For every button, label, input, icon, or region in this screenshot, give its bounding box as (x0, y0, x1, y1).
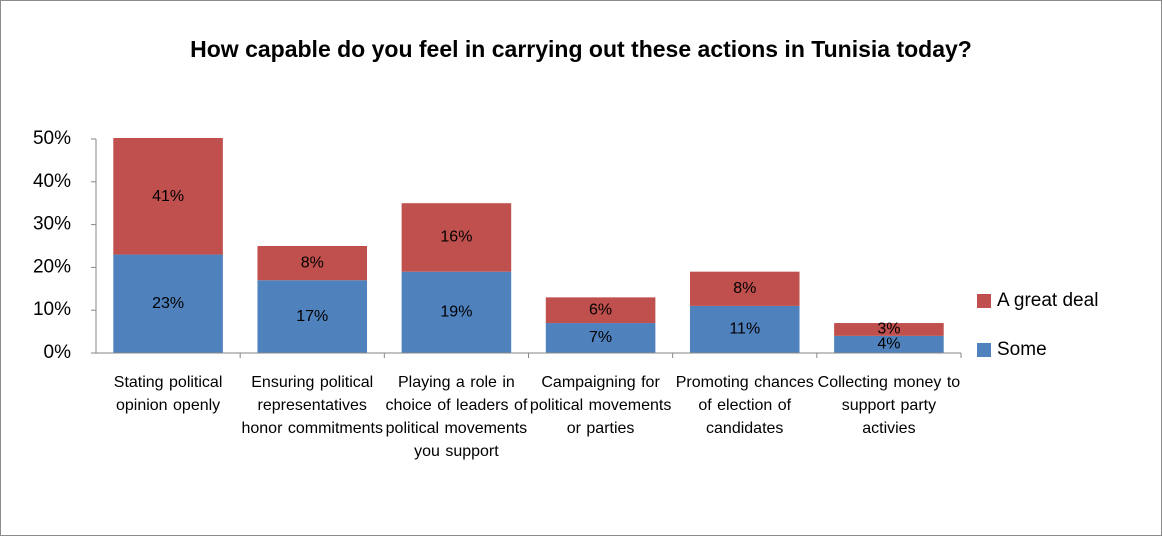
y-tick-label: 0% (44, 342, 72, 363)
bar-segment (545, 297, 656, 324)
x-tick-label: Playing a role in choice of leaders of p… (385, 374, 528, 460)
bar-segment (257, 246, 368, 281)
data-label: 17% (296, 308, 328, 325)
y-tick-label: 40% (33, 171, 71, 192)
legend-swatch (977, 294, 991, 308)
bar-segment (689, 305, 800, 353)
data-label: 41% (152, 188, 184, 205)
data-label: 23% (152, 295, 184, 312)
x-tick-label: Campaigning for political movements or p… (529, 374, 672, 437)
bar-segment (834, 335, 944, 353)
data-label: 19% (440, 304, 472, 321)
data-label: 8% (733, 280, 756, 297)
bar-segment (113, 254, 223, 353)
x-tick-label: Collecting money to support party activi… (817, 374, 961, 437)
data-label: 4% (877, 336, 900, 353)
y-tick-label: 30% (33, 214, 71, 235)
x-tick-label: Stating political opinion openly (113, 374, 223, 414)
data-label: 3% (877, 321, 900, 338)
legend-label: Some (997, 339, 1047, 360)
y-tick-label: 10% (33, 299, 71, 320)
bar-segment (113, 138, 223, 255)
bar-segment (401, 271, 512, 353)
data-label: 8% (301, 254, 324, 271)
bar-segment (257, 280, 368, 353)
bar-segment (401, 203, 512, 272)
x-tick-label: Promoting chances of election of candida… (675, 374, 814, 437)
legend-label: A great deal (997, 290, 1098, 311)
data-label: 6% (589, 301, 612, 318)
data-label: 11% (729, 321, 760, 338)
bar-segment (834, 323, 944, 336)
plot-area (113, 138, 944, 353)
y-tick-label: 20% (33, 256, 71, 277)
x-tick-label: Ensuring political representatives honor… (241, 374, 383, 437)
chart-title: How capable do you feel in carrying out … (190, 36, 972, 62)
bar-segment (545, 323, 656, 353)
y-tick-label: 50% (33, 128, 71, 149)
legend-swatch (977, 343, 991, 357)
data-label: 16% (440, 229, 472, 246)
bar-segment (689, 271, 800, 306)
data-label: 7% (589, 329, 612, 346)
